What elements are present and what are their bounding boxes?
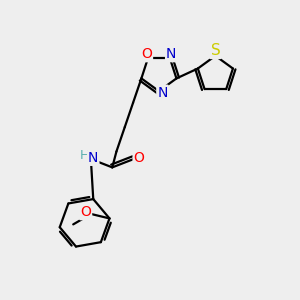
Text: H: H xyxy=(80,149,89,162)
Text: O: O xyxy=(80,205,91,219)
Text: O: O xyxy=(134,152,145,166)
Text: O: O xyxy=(141,47,152,61)
Text: N: N xyxy=(157,85,168,100)
Text: N: N xyxy=(166,47,176,61)
Text: N: N xyxy=(88,151,98,165)
Text: S: S xyxy=(211,43,220,58)
